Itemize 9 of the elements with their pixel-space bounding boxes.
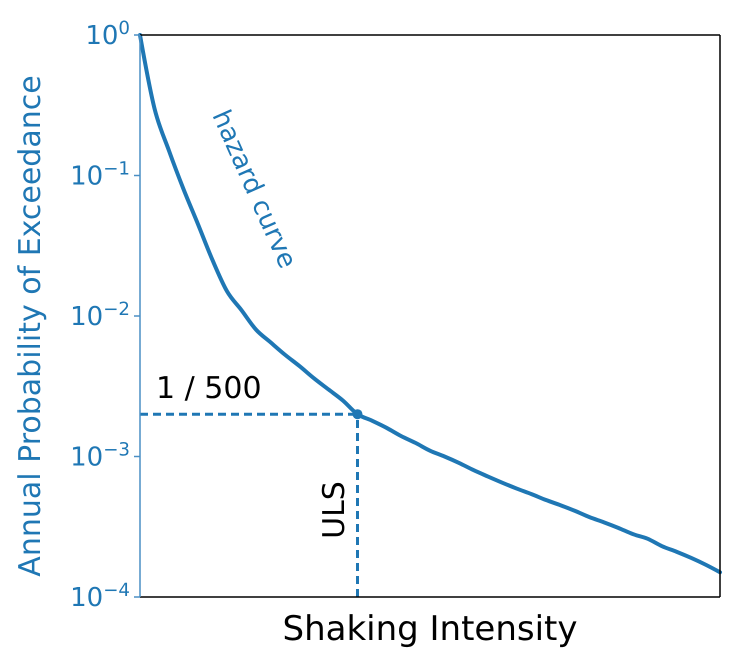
y-tick-label: 10$^{−1}$ bbox=[70, 158, 130, 192]
annotation: 1 / 500 bbox=[156, 371, 262, 406]
y-tick-label: 10$^{−3}$ bbox=[70, 439, 130, 472]
y-tick-label: 10$^{−2}$ bbox=[70, 298, 130, 332]
y-tick-label: 10$^{0}$ bbox=[85, 18, 130, 51]
y-tick-label: 10$^{−4}$ bbox=[70, 580, 130, 613]
x-axis-title: Shaking Intensity bbox=[282, 609, 578, 649]
y-axis-title: Annual Probability of Exceedance bbox=[13, 75, 48, 577]
annotation: ULS bbox=[317, 481, 352, 539]
